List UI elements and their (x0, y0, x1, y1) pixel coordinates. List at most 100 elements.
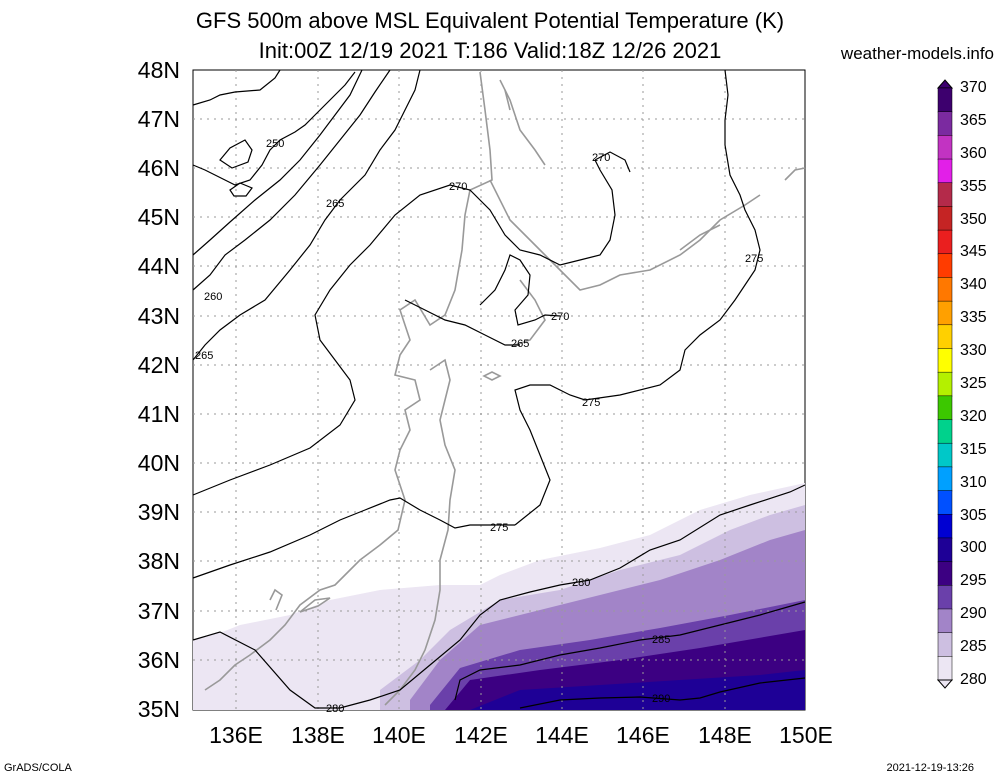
lat-label: 43N (137, 303, 180, 329)
contour-label: 265 (326, 198, 344, 210)
lon-label: 150E (779, 722, 833, 748)
contour-250c (219, 139, 253, 169)
colorbar-swatch (937, 442, 953, 468)
contour-265b (404, 299, 520, 346)
timestamp-label: 2021-12-19-13:26 (886, 762, 974, 774)
contour-265 (192, 69, 421, 361)
contour-290 (519, 677, 806, 709)
lat-label: 42N (137, 352, 180, 378)
colorbar-tick-label: 340 (960, 276, 987, 294)
lon-label: 140E (372, 722, 426, 748)
shade-290 (470, 670, 805, 710)
colorbar-tick-label: 325 (960, 375, 987, 392)
colorbar-tick-label: 345 (960, 243, 987, 261)
colorbar-swatch (937, 300, 953, 326)
coastline (204, 71, 806, 706)
colorbar-swatch (937, 348, 953, 373)
colorbar-tick-label: 295 (960, 572, 987, 590)
colorbar (936, 79, 954, 689)
colorbar-tick-label: 365 (960, 111, 987, 129)
colorbar-swatch (937, 561, 953, 587)
contour-label: 280 (326, 703, 344, 715)
map-subtitle: Init:00Z 12/19 2021 T:186 Valid:18Z 12/2… (258, 38, 722, 63)
contour-label: 290 (652, 693, 670, 705)
contour-260 (192, 69, 391, 291)
lat-label: 37N (137, 598, 180, 624)
colorbar-cap-top (936, 79, 954, 89)
colorbar-tick-label: 290 (960, 605, 987, 623)
contour-280 (192, 484, 806, 709)
colorbar-swatch (937, 395, 953, 421)
contour-260b (192, 69, 363, 256)
colorbar-swatch (937, 324, 953, 350)
lat-label: 45N (137, 204, 180, 230)
lon-label: 144E (535, 722, 589, 748)
colorbar-swatch (937, 513, 953, 539)
colorbar-swatch (937, 656, 953, 681)
contour-label: 270 (449, 181, 467, 193)
contour-270b (479, 254, 561, 326)
lat-label: 46N (137, 155, 180, 181)
colorbar-tick-label: 370 (960, 79, 987, 96)
contours (192, 69, 806, 709)
contour-label: 270 (551, 311, 569, 323)
contour-250d (229, 182, 253, 197)
contour-label: 275 (490, 522, 508, 534)
lat-label: 38N (137, 548, 180, 574)
contour-285 (454, 601, 806, 701)
lon-label: 148E (698, 722, 752, 748)
lon-label: 138E (291, 722, 345, 748)
contour-250b (192, 71, 356, 186)
colorbar-cap-bottom (936, 679, 954, 689)
colorbar-swatch (937, 537, 953, 563)
map-title: GFS 500m above MSL Equivalent Potential … (195, 8, 785, 33)
colorbar-tick-label: 280 (960, 671, 987, 688)
credit-label: GrADS/COLA (4, 762, 72, 774)
lat-label: 35N (137, 696, 180, 722)
colorbar-swatch (937, 419, 953, 444)
lat-label: 48N (137, 57, 180, 83)
colorbar-tick-label: 285 (960, 638, 987, 656)
colorbar-swatch (937, 466, 953, 492)
colorbar-tick-label: 330 (960, 342, 987, 360)
lat-label: 44N (137, 253, 180, 279)
colorbar-swatch (937, 229, 953, 255)
colorbar-tick-label: 360 (960, 144, 987, 162)
contour-label-group: 250 265 260 265 270 270 275 270 265 275 … (195, 138, 763, 715)
colorbar-swatch (937, 206, 953, 231)
colorbar-swatch (937, 608, 953, 634)
lat-label: 40N (137, 450, 180, 476)
contour-label: 270 (592, 152, 610, 164)
lon-label: 136E (209, 722, 263, 748)
lat-label: 39N (137, 499, 180, 525)
lat-label: 47N (137, 106, 180, 132)
graticule (193, 70, 805, 710)
lat-label: 36N (137, 647, 180, 673)
site-label[interactable]: weather-models.info (840, 44, 994, 63)
colorbar-swatch (937, 632, 953, 658)
colorbar-swatch (937, 135, 953, 160)
colorbar-tick-label: 305 (960, 506, 987, 524)
colorbar-tick-label: 355 (960, 177, 987, 195)
contour-label: 275 (582, 397, 600, 409)
contour-label: 285 (652, 634, 670, 646)
contour-label: 250 (266, 138, 284, 150)
lat-label: 41N (137, 401, 180, 427)
lon-label: 142E (454, 722, 508, 748)
colorbar-tick-label: 350 (960, 210, 987, 228)
colorbar-swatch (937, 490, 953, 515)
colorbar-tick-label: 320 (960, 407, 987, 425)
colorbar-swatch (937, 371, 953, 397)
colorbar-swatch (937, 182, 953, 208)
contour-label: 260 (204, 291, 222, 303)
colorbar-tick-label: 300 (960, 539, 987, 557)
colorbar-swatch (937, 277, 953, 302)
colorbar-swatch (937, 87, 953, 113)
shade-west (193, 632, 320, 710)
contour-275 (192, 497, 515, 579)
colorbar-swatch (937, 585, 953, 610)
contour-270 (192, 159, 616, 496)
contour-250 (192, 69, 281, 106)
contour-label: 265 (511, 338, 529, 350)
